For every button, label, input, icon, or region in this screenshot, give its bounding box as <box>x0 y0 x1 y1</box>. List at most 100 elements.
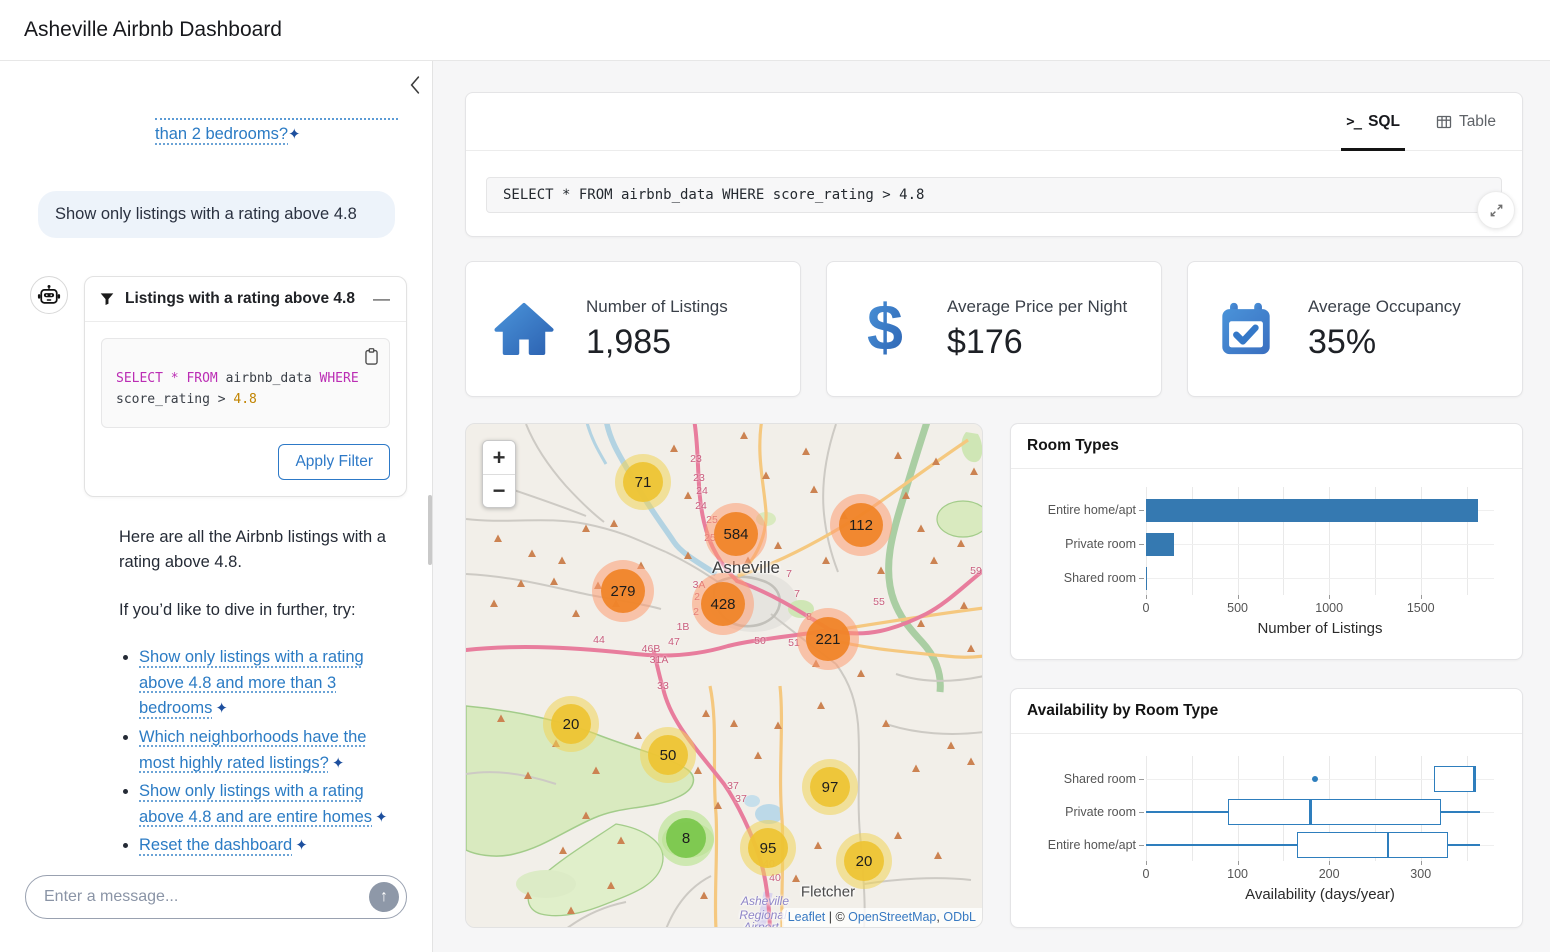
gridline <box>1146 544 1494 545</box>
gridline <box>1283 487 1285 595</box>
suggestion-link[interactable]: Show only listings with a rating above 4… <box>139 648 364 718</box>
bar-shared-room <box>1146 566 1148 590</box>
table-grid-icon <box>1436 115 1452 128</box>
room-types-chart: Entire home/apt Private room Shared room <box>1048 487 1494 599</box>
filter-sql-code: SELECT * FROM airbnb_data WHERE score_ra… <box>116 371 359 407</box>
stat-card-listings: Number of Listings 1,985 <box>465 261 801 397</box>
x-axis-tick-label: 100 <box>1227 867 1249 881</box>
map-cluster-marker[interactable]: 50 <box>640 727 696 783</box>
gridline <box>1466 487 1468 595</box>
suggestion-link[interactable]: Show only listings with a rating above 4… <box>139 782 372 826</box>
message-input[interactable] <box>44 888 369 906</box>
tab-sql-label: SQL <box>1368 112 1400 130</box>
attribution-link[interactable]: ODbL <box>943 910 976 924</box>
suggestion-link[interactable]: Which neighborhoods have the most highly… <box>139 727 367 772</box>
y-axis-tick-label: Private room <box>1065 804 1136 819</box>
map-cluster-marker[interactable]: 71 <box>615 454 671 510</box>
user-message-bubble: Show only listings with a rating above 4… <box>38 191 395 238</box>
gridline <box>1237 487 1239 595</box>
stat-card-occupancy: Average Occupancy 35% <box>1187 261 1523 397</box>
gridline <box>1146 756 1147 861</box>
svg-text:$: $ <box>867 298 903 360</box>
filter-collapse-button[interactable]: — <box>373 289 390 308</box>
list-item: Show only listings with a rating above 4… <box>139 779 389 830</box>
sidebar-collapse-button[interactable] <box>409 76 421 99</box>
map-cluster-marker[interactable]: 20 <box>836 833 892 889</box>
list-item: Reset the dashboard ✦ <box>139 833 389 859</box>
y-axis-tick-label: Entire home/apt <box>1047 837 1136 852</box>
dashboard-main: >_ SQL Table SELECT * FROM airbnb_data W… <box>433 61 1550 952</box>
apply-filter-button[interactable]: Apply Filter <box>278 443 390 480</box>
map-cluster-marker[interactable]: 112 <box>830 494 892 556</box>
suggestion-link[interactable]: Reset the dashboard <box>139 836 293 855</box>
gridline <box>1191 487 1193 595</box>
y-axis-tick-label: Shared room <box>1063 771 1136 786</box>
map-cluster-marker[interactable]: 8 <box>658 810 714 866</box>
sql-query-box[interactable]: SELECT * FROM airbnb_data WHERE score_ra… <box>486 177 1502 213</box>
page-title: Asheville Airbnb Dashboard <box>24 18 282 41</box>
gridline <box>1146 778 1494 780</box>
x-axis-tick-label: 300 <box>1410 867 1432 881</box>
x-tick-mark <box>1329 861 1331 865</box>
attribution-text: , <box>936 910 944 924</box>
sparkle-icon: ✦ <box>292 837 308 855</box>
sparkle-icon: ✦ <box>288 126 301 143</box>
send-button[interactable]: ↑ <box>369 882 399 912</box>
x-tick-mark <box>1237 861 1239 865</box>
cluster-count: 95 <box>748 828 788 868</box>
box-iqr <box>1297 831 1449 858</box>
robot-icon <box>37 285 61 304</box>
chart-title: Room Types <box>1011 424 1522 469</box>
zoom-out-button[interactable]: − <box>483 474 515 507</box>
map-zoom-control: + − <box>482 440 516 508</box>
zoom-in-button[interactable]: + <box>483 441 515 474</box>
map-cluster-marker[interactable]: 279 <box>592 560 654 622</box>
map-cluster-marker[interactable]: 20 <box>543 696 599 752</box>
x-tick-mark <box>1420 595 1422 599</box>
y-tick-mark <box>1139 578 1144 579</box>
map-cluster-marker[interactable]: 97 <box>802 759 858 815</box>
tab-table[interactable]: Table <box>1436 93 1496 150</box>
x-axis-tick-label: 0 <box>1142 867 1150 881</box>
filter-card: Listings with a rating above 4.8 — SE <box>84 276 407 497</box>
cluster-count: 20 <box>551 704 591 744</box>
response-paragraph: Here are all the Airbnb listings with a … <box>119 527 386 572</box>
sparkle-icon: ✦ <box>328 754 345 772</box>
filter-card-header: Listings with a rating above 4.8 — <box>85 277 406 322</box>
truncated-suggestion: than 2 bedrooms?✦ <box>155 118 398 144</box>
suggestion-link[interactable]: than 2 bedrooms? <box>155 125 289 143</box>
gridline <box>1466 756 1468 861</box>
attribution-link[interactable]: Leaflet <box>787 910 826 924</box>
dollar-icon: $ <box>853 298 917 360</box>
x-tick-mark <box>1420 861 1422 865</box>
x-axis-label: Number of Listings <box>1257 620 1383 637</box>
attribution-link[interactable]: OpenStreetMap <box>848 910 937 924</box>
sparkle-icon: ✦ <box>372 808 388 826</box>
map-cluster-marker[interactable]: 221 <box>797 608 859 670</box>
expand-button[interactable] <box>1477 191 1515 229</box>
bot-avatar <box>30 276 68 314</box>
map-cluster-marker[interactable]: 584 <box>705 503 767 565</box>
x-axis-tick-label: 200 <box>1318 867 1340 881</box>
cluster-count: 20 <box>844 841 884 881</box>
cluster-count: 8 <box>666 818 706 858</box>
box-median <box>1386 831 1390 858</box>
tab-sql[interactable]: >_ SQL <box>1341 93 1405 151</box>
listings-map[interactable]: + − 71 584 112 279 428 221 20 50 97 8 95 20 Ashevill… <box>465 423 983 928</box>
bar-entire-home-apt <box>1146 498 1479 522</box>
calendar-check-icon <box>1214 300 1278 358</box>
cluster-count: 428 <box>701 582 745 626</box>
cluster-count: 221 <box>806 617 850 661</box>
chart-title: Availability by Room Type <box>1011 689 1522 734</box>
y-tick-mark <box>1139 811 1144 813</box>
cluster-count: 50 <box>648 735 688 775</box>
terminal-icon: >_ <box>1346 113 1362 130</box>
x-axis-tick-label: 1000 <box>1315 601 1344 615</box>
copy-icon[interactable] <box>362 347 381 374</box>
map-cluster-marker[interactable]: 95 <box>740 820 796 876</box>
stat-value: $176 <box>947 322 1023 361</box>
map-cluster-marker[interactable]: 428 <box>692 573 754 635</box>
chat-scrollbar[interactable] <box>428 495 432 565</box>
y-tick-mark <box>1139 510 1144 511</box>
message-input-container: ↑ <box>25 875 407 919</box>
